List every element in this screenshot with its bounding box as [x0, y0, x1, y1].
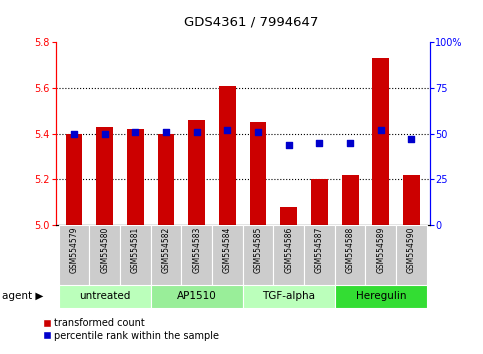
- Point: [101, 131, 109, 136]
- Point: [346, 140, 354, 145]
- Text: Heregulin: Heregulin: [355, 291, 406, 302]
- Point: [315, 140, 323, 145]
- Legend: transformed count, percentile rank within the sample: transformed count, percentile rank withi…: [43, 318, 219, 341]
- Bar: [58, 225, 89, 285]
- Bar: [372, 58, 389, 225]
- Point: [131, 129, 139, 135]
- Point: [285, 142, 293, 147]
- Text: GSM554590: GSM554590: [407, 227, 416, 273]
- Point: [224, 127, 231, 133]
- Bar: [366, 225, 396, 285]
- Bar: [157, 133, 174, 225]
- Bar: [89, 225, 120, 285]
- Bar: [151, 225, 181, 285]
- Point: [162, 129, 170, 135]
- Point: [70, 131, 78, 136]
- Bar: [335, 285, 427, 308]
- Bar: [127, 129, 144, 225]
- Text: GSM554587: GSM554587: [315, 227, 324, 273]
- Text: AP1510: AP1510: [177, 291, 216, 302]
- Bar: [96, 127, 113, 225]
- Bar: [120, 225, 151, 285]
- Bar: [250, 122, 267, 225]
- Text: GSM554585: GSM554585: [254, 227, 263, 273]
- Bar: [335, 225, 366, 285]
- Text: TGF-alpha: TGF-alpha: [262, 291, 315, 302]
- Bar: [212, 225, 243, 285]
- Bar: [403, 175, 420, 225]
- Text: GSM554588: GSM554588: [346, 227, 355, 273]
- Bar: [304, 225, 335, 285]
- Bar: [280, 206, 297, 225]
- Bar: [341, 175, 358, 225]
- Text: GSM554581: GSM554581: [131, 227, 140, 273]
- Bar: [273, 225, 304, 285]
- Point: [377, 127, 384, 133]
- Text: GSM554583: GSM554583: [192, 227, 201, 273]
- Text: GDS4361 / 7994647: GDS4361 / 7994647: [184, 16, 318, 29]
- Text: GSM554579: GSM554579: [70, 227, 78, 273]
- Bar: [396, 225, 427, 285]
- Point: [193, 129, 200, 135]
- Text: GSM554586: GSM554586: [284, 227, 293, 273]
- Text: GSM554580: GSM554580: [100, 227, 109, 273]
- Text: GSM554582: GSM554582: [161, 227, 170, 273]
- Bar: [181, 225, 212, 285]
- Bar: [243, 225, 273, 285]
- Point: [254, 129, 262, 135]
- Bar: [188, 120, 205, 225]
- Text: untreated: untreated: [79, 291, 130, 302]
- Text: GSM554589: GSM554589: [376, 227, 385, 273]
- Bar: [219, 86, 236, 225]
- Text: GSM554584: GSM554584: [223, 227, 232, 273]
- Point: [408, 136, 415, 142]
- Bar: [151, 285, 243, 308]
- Bar: [58, 285, 151, 308]
- Bar: [311, 179, 328, 225]
- Text: agent ▶: agent ▶: [2, 291, 44, 301]
- Bar: [243, 285, 335, 308]
- Bar: [66, 133, 83, 225]
